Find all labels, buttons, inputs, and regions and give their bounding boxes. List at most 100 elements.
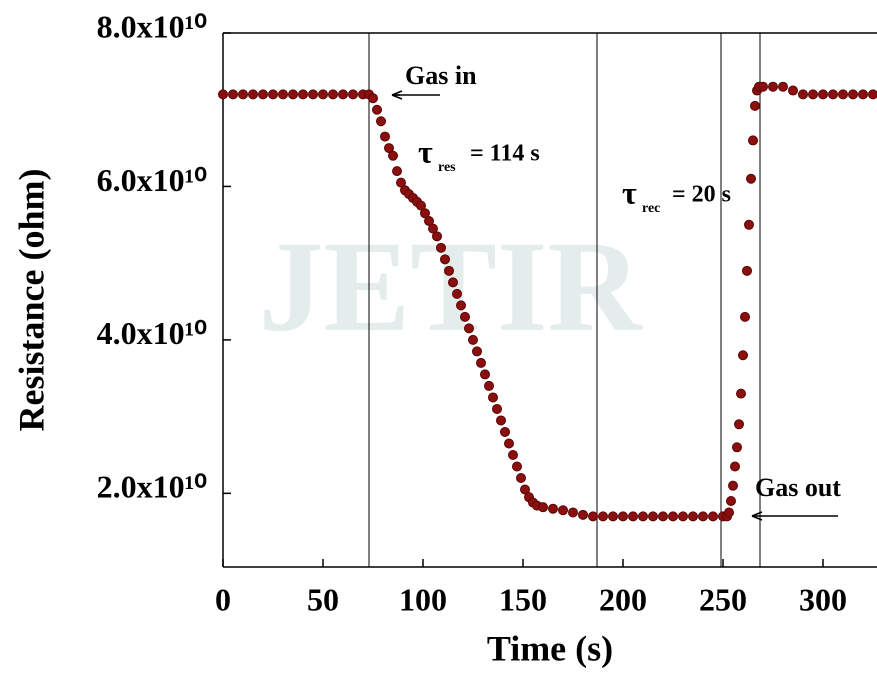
x-tick-label: 300: [799, 581, 847, 617]
data-point: [239, 90, 248, 99]
data-point: [609, 512, 618, 521]
data-point: [589, 512, 598, 521]
annotation-sub: rec: [642, 201, 660, 216]
data-point: [445, 266, 454, 275]
data-point: [501, 427, 510, 436]
data-point: [299, 90, 308, 99]
data-point: [799, 90, 808, 99]
x-tick-label: 50: [307, 581, 339, 617]
data-point: [497, 416, 506, 425]
data-point: [869, 90, 877, 99]
annotation: τ: [622, 174, 637, 210]
data-point: [539, 503, 548, 512]
y-tick-label: 4.0x10¹⁰: [97, 315, 208, 351]
data-point: [457, 301, 466, 310]
data-point: [513, 462, 522, 471]
data-point: [393, 167, 402, 176]
data-point: [751, 101, 760, 110]
arrow: [392, 91, 440, 99]
arrow: [752, 512, 838, 520]
data-point: [369, 94, 378, 103]
annotation: Gas out: [755, 473, 841, 502]
data-point: [309, 90, 318, 99]
data-point: [819, 90, 828, 99]
data-point: [739, 351, 748, 360]
data-point: [809, 90, 818, 99]
annotation: = 20 s: [672, 182, 731, 208]
data-point: [629, 512, 638, 521]
data-point: [619, 512, 628, 521]
data-point: [461, 312, 470, 321]
data-point: [829, 90, 838, 99]
data-point: [599, 512, 608, 521]
data-point: [473, 347, 482, 356]
data-point: [229, 90, 238, 99]
data-point: [741, 312, 750, 321]
data-point: [699, 512, 708, 521]
data-point: [505, 439, 514, 448]
data-point: [249, 90, 258, 99]
data-point: [279, 90, 288, 99]
data-point: [485, 381, 494, 390]
data-point: [737, 389, 746, 398]
data-point: [465, 324, 474, 333]
data-point: [649, 512, 658, 521]
data-point: [269, 90, 278, 99]
annotation: Gas in: [405, 61, 477, 90]
x-tick-label: 250: [699, 581, 747, 617]
data-point: [731, 462, 740, 471]
x-tick-label: 150: [499, 581, 547, 617]
data-point: [789, 86, 798, 95]
data-point: [639, 512, 648, 521]
x-axis-label: Time (s): [487, 628, 613, 668]
data-point: [579, 510, 588, 519]
data-point: [569, 508, 578, 517]
data-point: [373, 105, 382, 114]
data-point: [289, 90, 298, 99]
data-point: [349, 90, 358, 99]
data-point: [747, 174, 756, 183]
data-point: [329, 90, 338, 99]
y-tick-label: 8.0x10¹⁰: [97, 8, 208, 44]
chart: JETIR Time (s) Resistance (ohm) Gas in τ…: [0, 0, 877, 676]
data-point: [219, 90, 228, 99]
data-point: [749, 136, 758, 145]
data-point: [779, 82, 788, 91]
data-point: [859, 90, 868, 99]
data-point: [319, 90, 328, 99]
x-tick-label: 100: [399, 581, 447, 617]
data-point: [729, 481, 738, 490]
data-point: [759, 82, 768, 91]
annotation: = 114 s: [470, 141, 540, 167]
data-point: [679, 512, 688, 521]
data-point: [727, 497, 736, 506]
data-point: [745, 220, 754, 229]
data-point: [735, 420, 744, 429]
data-point: [381, 132, 390, 141]
data-point: [441, 255, 450, 264]
data-point: [449, 278, 458, 287]
data-point: [849, 90, 858, 99]
data-point: [433, 232, 442, 241]
data-point: [743, 266, 752, 275]
x-tick-label: 0: [215, 581, 231, 617]
y-tick-label: 2.0x10¹⁰: [97, 469, 208, 505]
data-point: [469, 335, 478, 344]
data-point: [493, 404, 502, 413]
data-point: [559, 506, 568, 515]
annotation: τ: [418, 133, 433, 169]
data-point: [259, 90, 268, 99]
data-point: [725, 508, 734, 517]
y-axis-label: Resistance (ohm): [11, 169, 51, 432]
y-tick-label: 6.0x10¹⁰: [97, 162, 208, 198]
data-point: [689, 512, 698, 521]
data-point: [509, 450, 518, 459]
x-tick-label: 200: [599, 581, 647, 617]
data-point: [389, 151, 398, 160]
data-point: [709, 512, 718, 521]
annotation-sub: res: [438, 160, 456, 175]
data-point: [733, 443, 742, 452]
data-point: [489, 393, 498, 402]
data-point: [517, 474, 526, 483]
data-point: [481, 370, 490, 379]
